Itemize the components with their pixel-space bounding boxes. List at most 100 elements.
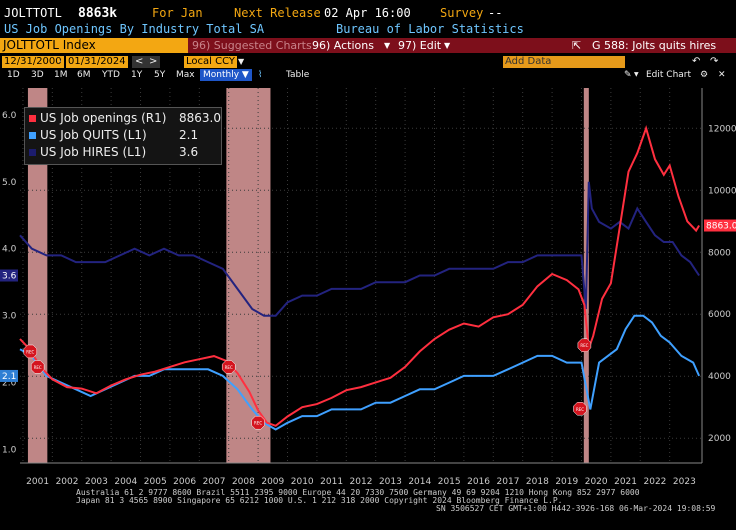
- recession-marker-label-4: REC: [580, 343, 588, 348]
- y-right-tick-label-6000: 6000: [708, 310, 731, 320]
- date-toolbar: 12/31/2000 - 01/31/2024 < > Local CCY ▼ …: [0, 56, 736, 69]
- x-tick-label-2009: 2009: [261, 477, 284, 487]
- recession-marker-label-2: REC: [225, 365, 233, 370]
- recession-markers: REC REC REC REC REC REC: [23, 338, 592, 430]
- actions-menu[interactable]: 96) Actions: [312, 39, 374, 52]
- undo-icon[interactable]: ↶: [692, 56, 701, 67]
- footer-line-1: Australia 61 2 9777 8600 Brazil 5511 239…: [76, 488, 640, 497]
- legend-item-openings[interactable]: US Job openings (R1) 8863.0: [29, 110, 221, 126]
- description-row: US Job Openings By Industry Total SA Bur…: [0, 22, 736, 38]
- footer-line-3: SN 3506527 CET GMT+1:00 H442-3926-168 06…: [436, 504, 716, 513]
- x-tick-label-2012: 2012: [350, 477, 373, 487]
- date-separator: -: [58, 56, 62, 67]
- x-tick-label-2002: 2002: [56, 477, 79, 487]
- range-3d[interactable]: 3D: [31, 70, 44, 80]
- x-tick-label-2005: 2005: [144, 477, 167, 487]
- x-tick-label-2022: 2022: [644, 477, 667, 487]
- legend-value-openings: 8863.0: [179, 111, 221, 125]
- security-input[interactable]: JOLTTOTL Index: [0, 38, 188, 53]
- graph-title: G 588: Jolts quits hires: [592, 39, 717, 52]
- legend[interactable]: US Job openings (R1) 8863.0 US Job QUITS…: [24, 107, 222, 165]
- range-1d[interactable]: 1D: [7, 70, 20, 80]
- range-6m[interactable]: 6M: [77, 70, 91, 80]
- series-lines: 3.6 2.1 8863.0: [0, 125, 736, 431]
- range-5y[interactable]: 5Y: [154, 70, 166, 80]
- next-release-time: 02 Apr 16:00: [324, 6, 411, 20]
- header-row: JOLTTOTL 8863k For Jan Next Release 02 A…: [0, 6, 736, 22]
- edit-menu[interactable]: 97) Edit: [398, 39, 442, 52]
- survey-label: Survey: [440, 6, 484, 20]
- actions-dropdown-icon[interactable]: ▼: [384, 41, 391, 50]
- legend-value-quits: 2.1: [179, 128, 199, 142]
- legend-item-quits[interactable]: US Job QUITS (L1) 2.1: [29, 127, 198, 143]
- legend-swatch-openings: [29, 115, 36, 122]
- legend-item-hires[interactable]: US Job HIRES (L1) 3.6: [29, 144, 198, 160]
- range-1y[interactable]: 1Y: [131, 70, 143, 80]
- range-toolbar: 1D 3D 1M 6M YTD 1Y 5Y Max Monthly ▼ ⌇ Ta…: [0, 69, 736, 81]
- expand-icon[interactable]: ⇱: [572, 39, 582, 52]
- axes: 2001 2002 2003 2004 2005 2006 2007 2008 2009 2010…: [2, 88, 736, 487]
- prev-button[interactable]: <: [132, 56, 147, 68]
- y-left-tick-label-1.0: 1.0: [2, 446, 17, 456]
- redo-icon[interactable]: ↷: [710, 56, 719, 67]
- x-tick-label-2010: 2010: [291, 477, 314, 487]
- badge-left-hires-bg: [0, 269, 18, 282]
- add-data-field[interactable]: Add Data: [503, 56, 625, 68]
- recession-marker-label-3: REC: [254, 421, 262, 426]
- currency-dropdown-icon[interactable]: ▼: [238, 57, 245, 66]
- suggested-charts-menu[interactable]: 96) Suggested Charts: [192, 39, 312, 52]
- edit-dropdown-icon[interactable]: ▼: [444, 41, 451, 50]
- x-tick-label-2004: 2004: [114, 477, 137, 487]
- ticker: JOLTTOTL: [4, 6, 62, 20]
- x-tick-label-2017: 2017: [497, 477, 520, 487]
- series-description: US Job Openings By Industry Total SA: [4, 22, 265, 36]
- x-tick-label-2003: 2003: [85, 477, 108, 487]
- recession-marker-2: [221, 360, 236, 374]
- legend-value-hires: 3.6: [179, 145, 199, 159]
- range-1m[interactable]: 1M: [54, 70, 68, 80]
- range-max[interactable]: Max: [176, 70, 195, 80]
- edit-chart-button[interactable]: Edit Chart: [646, 70, 692, 80]
- y-left-tick-label-5.0: 5.0: [2, 178, 17, 188]
- footer: Australia 61 2 9777 8600 Brazil 5511 239…: [0, 488, 736, 530]
- y-right-tick-label-2000: 2000: [708, 434, 731, 444]
- recession-marker-1: [30, 360, 45, 374]
- x-tick-label-2007: 2007: [203, 477, 226, 487]
- recession-marker-4: [577, 338, 592, 352]
- legend-swatch-hires: [29, 149, 36, 156]
- y-right-tick-label-8000: 8000: [708, 248, 731, 258]
- x-tick-label-2021: 2021: [614, 477, 637, 487]
- close-icon[interactable]: ✕: [718, 70, 726, 80]
- legend-label-quits: US Job QUITS (L1): [40, 128, 147, 142]
- edit-chart-dropdown-icon[interactable]: ▼: [634, 71, 639, 78]
- y-left-tick-label-2.0: 2.0: [2, 379, 17, 389]
- x-tick-label-2011: 2011: [320, 477, 343, 487]
- action-bar: 96) Suggested Charts 96) Actions ▼ 97) E…: [188, 38, 736, 53]
- next-button[interactable]: >: [146, 56, 161, 68]
- end-date-field[interactable]: 01/31/2024: [66, 56, 128, 68]
- command-row: JOLTTOTL Index 96) Suggested Charts 96) …: [0, 38, 736, 53]
- gridlines: [20, 88, 702, 463]
- for-label: For Jan: [152, 6, 203, 20]
- legend-swatch-quits: [29, 132, 36, 139]
- series-line-us-job-hires: [19, 181, 700, 317]
- x-tick-label-2019: 2019: [555, 477, 578, 487]
- chart-area[interactable]: 2001 2002 2003 2004 2005 2006 2007 2008 2009 2010…: [0, 82, 736, 488]
- table-button[interactable]: Table: [286, 70, 310, 80]
- y-right-tick-label-4000: 4000: [708, 372, 731, 382]
- currency-field[interactable]: Local CCY: [184, 56, 237, 68]
- current-value: 8863k: [78, 6, 118, 21]
- badge-left-hires: 3.6: [2, 272, 17, 282]
- y-right-tick-label-10000: 10000: [708, 186, 736, 196]
- y-left-tick-label-3.0: 3.0: [2, 312, 17, 322]
- line-chart-icon[interactable]: ⌇: [258, 70, 263, 80]
- series-line-us-job-quits: [19, 314, 701, 431]
- settings-icon[interactable]: ⚙: [700, 70, 709, 80]
- line-chart[interactable]: 2001 2002 2003 2004 2005 2006 2007 2008 2009 2010…: [0, 82, 736, 488]
- period-select[interactable]: Monthly ▼: [200, 69, 252, 81]
- survey-value: --: [488, 6, 503, 20]
- pencil-icon[interactable]: ✎: [624, 70, 632, 80]
- start-date-field[interactable]: 12/31/2000: [2, 56, 64, 68]
- source: Bureau of Labor Statistics: [336, 22, 524, 36]
- range-ytd[interactable]: YTD: [102, 70, 120, 80]
